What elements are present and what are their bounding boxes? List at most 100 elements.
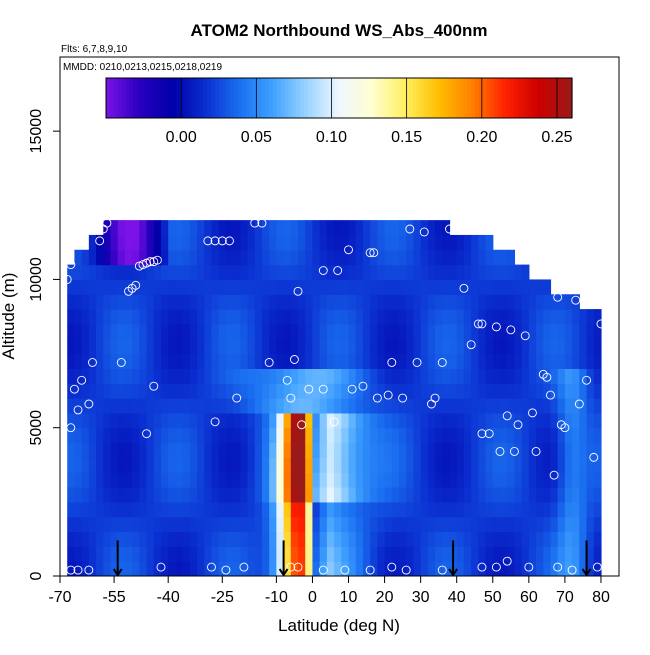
heatmap-cell bbox=[283, 249, 292, 266]
heatmap-cell bbox=[312, 323, 321, 340]
heatmap-cell bbox=[218, 323, 227, 340]
heatmap-cell bbox=[189, 323, 198, 340]
heatmap-cell bbox=[514, 487, 523, 503]
heatmap-cell bbox=[247, 561, 256, 576]
heatmap-cell bbox=[334, 487, 342, 503]
heatmap-cell bbox=[406, 353, 415, 369]
heatmap-cell bbox=[225, 546, 234, 562]
heatmap-cell bbox=[146, 383, 155, 399]
heatmap-cell bbox=[362, 472, 371, 488]
heatmap-cell bbox=[233, 353, 241, 369]
heatmap-cell bbox=[326, 353, 335, 369]
heatmap-cell bbox=[492, 294, 501, 310]
heatmap-cell bbox=[442, 442, 451, 458]
observation-point bbox=[466, 340, 476, 350]
heatmap-cell bbox=[391, 309, 400, 325]
colorbar-swatch bbox=[494, 78, 499, 118]
heatmap-cell bbox=[370, 531, 378, 547]
heatmap-cell bbox=[88, 368, 97, 384]
heatmap-cell bbox=[463, 487, 472, 503]
heatmap-cell bbox=[189, 220, 198, 236]
heatmap-cell bbox=[204, 309, 213, 325]
colorbar-swatch bbox=[183, 78, 189, 118]
heatmap-cell bbox=[261, 546, 270, 562]
heatmap-cell bbox=[189, 501, 198, 518]
heatmap-cell bbox=[550, 487, 559, 503]
heatmap-cell bbox=[326, 398, 335, 414]
heatmap-cell bbox=[492, 531, 501, 547]
heatmap-cell bbox=[269, 412, 277, 429]
heatmap-cell bbox=[283, 383, 292, 399]
heatmap-cell bbox=[427, 487, 436, 503]
heatmap-cell bbox=[406, 309, 415, 325]
heatmap-cell bbox=[348, 353, 357, 369]
heatmap-cell bbox=[74, 442, 83, 458]
colorbar-swatch bbox=[284, 78, 290, 118]
heatmap-cell bbox=[499, 501, 508, 518]
heatmap-cell bbox=[334, 249, 342, 266]
heatmap-cell bbox=[132, 323, 140, 340]
heatmap-cell bbox=[254, 427, 263, 444]
heatmap-cell bbox=[67, 457, 76, 473]
heatmap-cell bbox=[420, 531, 429, 547]
heatmap-cell bbox=[362, 398, 371, 414]
heatmap-cell bbox=[225, 412, 234, 429]
heatmap-cell bbox=[593, 398, 602, 414]
heatmap-cell bbox=[81, 353, 90, 369]
heatmap-cell bbox=[233, 264, 241, 281]
heatmap-cell bbox=[305, 457, 314, 473]
heatmap-cell bbox=[211, 457, 220, 473]
heatmap-cell bbox=[326, 531, 335, 547]
heatmap-cell bbox=[326, 279, 335, 295]
heatmap-cell bbox=[254, 294, 263, 310]
heatmap-cell bbox=[485, 516, 494, 533]
observation-point bbox=[549, 470, 559, 480]
heatmap-cell bbox=[485, 338, 494, 355]
heatmap-cell bbox=[536, 427, 544, 444]
x-tick-label: -40 bbox=[157, 589, 180, 606]
heatmap-cell bbox=[254, 412, 263, 429]
heatmap-cell bbox=[456, 309, 465, 325]
heatmap-cell bbox=[557, 442, 566, 458]
heatmap-cell bbox=[269, 501, 277, 518]
heatmap-cell bbox=[514, 279, 523, 295]
heatmap-cell bbox=[276, 531, 285, 547]
colorbar-swatch bbox=[525, 78, 530, 118]
colorbar-swatch bbox=[226, 78, 231, 118]
heatmap-cell bbox=[96, 294, 104, 310]
colorbar-swatch bbox=[280, 78, 286, 118]
heatmap-cell bbox=[218, 264, 227, 281]
heatmap-cell bbox=[189, 472, 198, 488]
heatmap-cell bbox=[435, 457, 443, 473]
heatmap-cell bbox=[413, 442, 422, 458]
heatmap-cell bbox=[384, 472, 393, 488]
heatmap-cell bbox=[399, 368, 407, 384]
heatmap-cell bbox=[153, 442, 162, 458]
heatmap-cell bbox=[449, 249, 458, 266]
heatmap-cell bbox=[586, 368, 595, 384]
heatmap-cell bbox=[449, 427, 458, 444]
heatmap-cell bbox=[370, 427, 378, 444]
heatmap-cell bbox=[298, 338, 306, 355]
heatmap-cell bbox=[218, 338, 227, 355]
heatmap-cell bbox=[456, 531, 465, 547]
observation-point bbox=[149, 381, 159, 391]
heatmap-cell bbox=[305, 279, 314, 295]
heatmap-cell bbox=[557, 472, 566, 488]
heatmap-cell bbox=[261, 249, 270, 266]
heatmap-cell bbox=[298, 353, 306, 369]
heatmap-cell bbox=[456, 472, 465, 488]
colorbar-swatch bbox=[362, 78, 367, 118]
heatmap-cell bbox=[586, 457, 595, 473]
heatmap-cell bbox=[507, 561, 516, 576]
heatmap-cell bbox=[211, 472, 220, 488]
heatmap-cell bbox=[478, 487, 487, 503]
colorbar-swatch bbox=[482, 78, 488, 118]
heatmap-cell bbox=[377, 398, 386, 414]
colorbar-swatch bbox=[140, 78, 146, 118]
heatmap-cell bbox=[326, 442, 335, 458]
heatmap-cell bbox=[348, 383, 357, 399]
heatmap-cell bbox=[514, 294, 523, 310]
heatmap-cell bbox=[514, 427, 523, 444]
heatmap-cell bbox=[218, 368, 227, 384]
